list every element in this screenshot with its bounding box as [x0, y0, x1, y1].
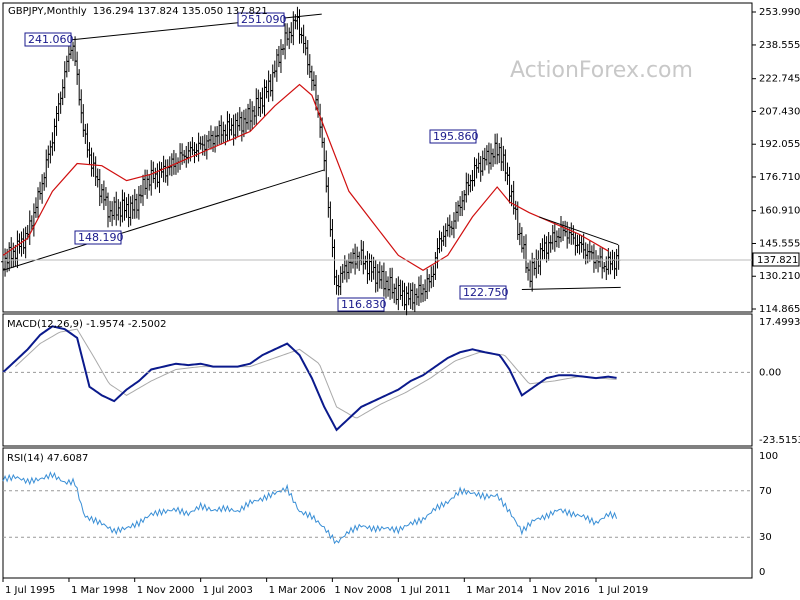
- macd-signal-line: [15, 328, 617, 419]
- price-tick-label: 192.055: [759, 139, 800, 150]
- price-annotation-label: 122.750: [463, 286, 509, 299]
- rsi-tick-label: 0: [759, 567, 765, 578]
- moving-average-line: [2, 83, 609, 271]
- price-tick-label: 130.210: [759, 271, 800, 282]
- price-annotation-box: [237, 12, 285, 27]
- price-annotation-box: [74, 230, 122, 245]
- price-tick-label: 145.555: [759, 238, 800, 249]
- trendline: [539, 216, 619, 246]
- x-tick-label: 1 Mar 2014: [466, 585, 523, 596]
- x-tick-label: 1 Jul 1995: [5, 585, 55, 596]
- trendline: [2, 169, 325, 271]
- watermark: ActionForex.com: [510, 58, 693, 83]
- x-tick-label: 1 Jul 2011: [400, 585, 450, 596]
- chart-header: GBPJPY,Monthly 136.294 137.824 135.050 13…: [8, 6, 268, 17]
- price-annotation-box: [459, 285, 507, 300]
- last-price-label: 137.821: [757, 255, 798, 266]
- price-tick-label: 238.555: [759, 40, 800, 51]
- price-annotation-box: [337, 297, 385, 312]
- macd-tick-label: -23.5153: [759, 435, 800, 446]
- rsi-tick-label: 30: [759, 532, 772, 543]
- rsi-panel: [2, 447, 753, 579]
- price-tick-label: 222.745: [759, 74, 800, 85]
- x-tick-label: 1 Nov 2008: [334, 585, 392, 596]
- price-annotation-label: 241.060: [28, 33, 74, 46]
- rsi-label: RSI(14) 47.6087: [7, 453, 88, 464]
- rsi-line: [2, 471, 618, 545]
- price-tick-label: 114.865: [759, 304, 800, 315]
- price-panel: [2, 2, 753, 313]
- price-tick-label: 176.710: [759, 172, 800, 183]
- x-tick-label: 1 Nov 2000: [137, 585, 195, 596]
- price-annotation-label: 195.860: [433, 130, 479, 143]
- price-tick-label: 207.430: [759, 106, 800, 117]
- macd-line: [2, 325, 617, 432]
- macd-panel: [2, 313, 753, 447]
- price-tick-label: 253.990: [759, 7, 800, 18]
- price-annotation-label: 251.090: [241, 13, 287, 26]
- x-tick-label: 1 Mar 2006: [269, 585, 326, 596]
- rsi-tick-label: 70: [759, 486, 772, 497]
- trendline: [521, 286, 621, 290]
- price-annotation-label: 116.830: [341, 298, 387, 311]
- price-annotation-box: [24, 32, 72, 47]
- x-tick-label: 1 Mar 1998: [71, 585, 128, 596]
- price-annotation-label: 148.190: [78, 231, 124, 244]
- x-tick-label: 1 Nov 2016: [532, 585, 590, 596]
- price-tick-label: 160.910: [759, 206, 800, 217]
- last-price-box: [752, 252, 800, 267]
- x-tick-label: 1 Jul 2019: [598, 585, 648, 596]
- rsi-tick-label: 100: [759, 451, 778, 462]
- macd-tick-label: 0.00: [759, 367, 781, 378]
- price-annotation-box: [429, 129, 477, 144]
- macd-label: MACD(12,26,9) -1.9574 -2.5002: [7, 319, 167, 330]
- macd-tick-label: 17.4993: [759, 317, 800, 328]
- x-tick-label: 1 Jul 2003: [203, 585, 253, 596]
